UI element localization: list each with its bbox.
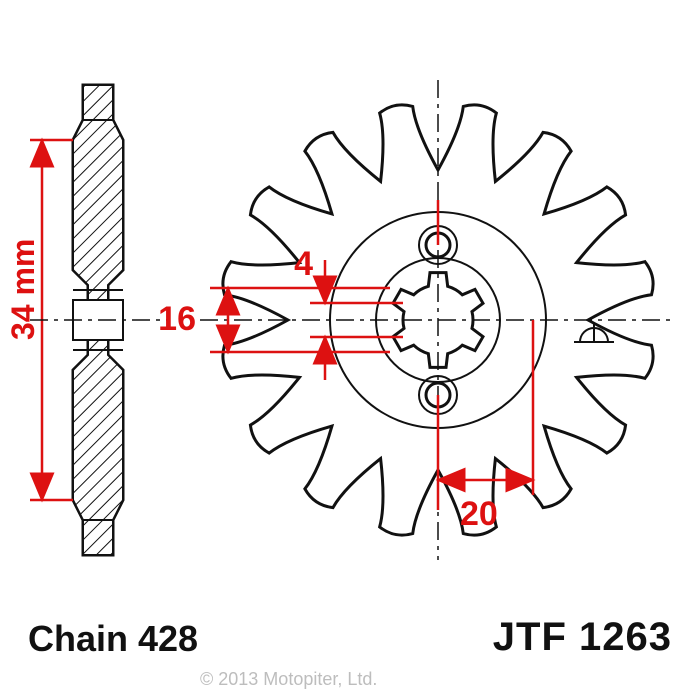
dim-20: 20 [460, 495, 498, 533]
dim-16: 16 [158, 300, 196, 338]
dim-4: 4 [294, 245, 313, 283]
dim-34: 34 mm [5, 239, 41, 340]
chain-label: Chain 428 [28, 618, 198, 660]
part-label: JTF 1263 [493, 615, 672, 660]
copyright: © 2013 Motopiter, Ltd. [200, 669, 377, 690]
